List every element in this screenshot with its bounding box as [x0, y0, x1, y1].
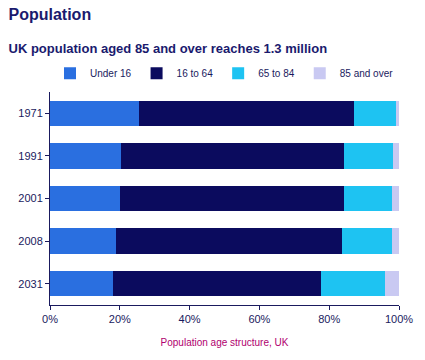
svg-text:40%: 40% [179, 313, 201, 325]
svg-text:0%: 0% [42, 313, 58, 325]
svg-text:1991: 1991 [18, 150, 42, 162]
svg-text:85 and over: 85 and over [340, 68, 393, 79]
svg-text:16 to 64: 16 to 64 [177, 68, 214, 79]
svg-text:2031: 2031 [18, 278, 42, 290]
svg-text:1971: 1971 [18, 107, 42, 119]
svg-text:Under 16: Under 16 [90, 68, 132, 79]
svg-text:Population age structure, UK: Population age structure, UK [161, 337, 289, 348]
svg-text:80%: 80% [318, 313, 340, 325]
svg-text:2001: 2001 [18, 192, 42, 204]
svg-text:65 to 84: 65 to 84 [258, 68, 295, 79]
svg-text:Population: Population [9, 6, 92, 23]
svg-text:60%: 60% [248, 313, 270, 325]
svg-text:2008: 2008 [18, 235, 42, 247]
svg-text:UK population aged 85 and over: UK population aged 85 and over reaches 1… [9, 41, 328, 56]
svg-text:20%: 20% [109, 313, 131, 325]
svg-text:100%: 100% [385, 313, 413, 325]
